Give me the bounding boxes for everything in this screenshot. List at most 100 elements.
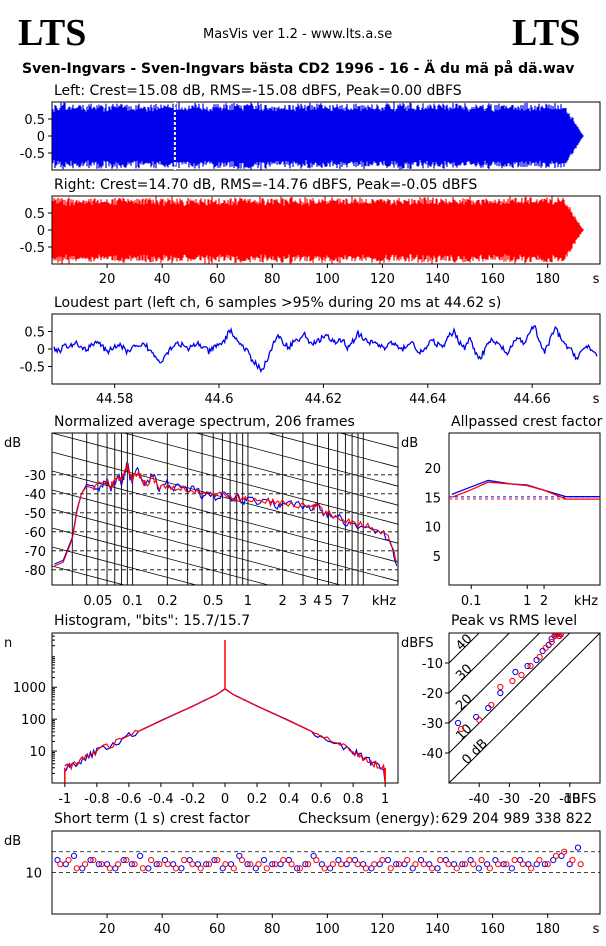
scatter-point-right	[488, 701, 495, 709]
y-tick-label: -10	[422, 657, 443, 672]
x-tick-label: 100	[315, 922, 340, 937]
x-tick-label: -0.2	[180, 792, 205, 807]
crest-point-left	[236, 852, 243, 860]
scatter-point-right	[556, 633, 563, 640]
crest-point-left	[178, 865, 185, 872]
y-tick-label: -30	[422, 717, 443, 732]
y-tick-label: 0.5	[24, 207, 45, 222]
x-tick-label: 2	[540, 594, 548, 609]
scatter-point-right	[509, 677, 516, 685]
crest-point-right	[470, 861, 477, 868]
crest-point-left	[393, 861, 400, 868]
crest-point-left	[335, 856, 342, 864]
x-tick-label: 0.6	[311, 792, 332, 807]
x-unit-label: s	[593, 922, 600, 937]
crest-point-left	[508, 865, 515, 872]
y-tick-label: -0.5	[20, 241, 45, 256]
y-tick-label: 0.5	[24, 326, 45, 341]
x-tick-label: 120	[370, 922, 395, 937]
crest-point-right	[577, 861, 584, 868]
crest-diagonal	[449, 633, 571, 754]
y-axis-label: dB	[401, 436, 418, 451]
y-tick-label: 10	[29, 745, 46, 760]
x-tick-label: 100	[315, 272, 340, 287]
crest-point-right	[181, 856, 188, 864]
scatter-point-left	[454, 719, 462, 727]
crest-point-left	[211, 856, 218, 864]
x-tick-label: 5	[324, 594, 332, 609]
loudest-part-signal	[53, 324, 598, 374]
scatter-point-right	[536, 653, 543, 661]
crest-point-right	[379, 856, 386, 864]
scatter-point-right	[527, 662, 534, 670]
left-waveform-title: Left: Crest=15.08 dB, RMS=-15.08 dBFS, P…	[54, 83, 462, 99]
crest-point-right	[263, 865, 270, 872]
crest-point-left	[260, 856, 268, 864]
crest-point-left	[417, 856, 425, 864]
crest-point-left	[318, 861, 325, 868]
crest-point-left	[161, 856, 169, 864]
x-tick-label: -40	[469, 792, 490, 807]
y-tick-label: 15	[424, 491, 441, 506]
spectrum-slope-line	[52, 546, 198, 585]
scatter-point-left	[473, 713, 480, 721]
spectrum-title: Normalized average spectrum, 206 frames	[54, 414, 355, 430]
x-tick-label: 7	[341, 594, 349, 609]
crest-diagonal	[449, 633, 600, 783]
x-tick-label: 140	[425, 272, 450, 287]
crest-point-left	[293, 865, 301, 872]
crest-point-right	[313, 856, 320, 864]
y-tick-label: -70	[25, 545, 46, 560]
crest-point-right	[503, 861, 510, 868]
x-tick-label: 140	[425, 922, 450, 937]
crest-point-right	[148, 856, 155, 864]
crest-point-right	[519, 861, 526, 868]
x-tick-label: 1	[523, 594, 531, 609]
crest-point-right	[305, 861, 312, 868]
scatter-point-left	[485, 704, 492, 712]
crest-point-right	[230, 865, 237, 872]
crest-point-left	[137, 852, 144, 860]
crest-point-right	[445, 861, 452, 868]
crest-point-right	[214, 856, 221, 864]
crest-point-left	[203, 861, 210, 868]
crest-point-right	[90, 856, 97, 864]
crest-point-right	[371, 861, 378, 868]
logo-left: LTS	[18, 12, 87, 54]
x-tick-label: 180	[535, 922, 560, 937]
x-tick-label: 80	[264, 272, 281, 287]
loudest-part-frame	[51, 313, 601, 385]
y-axis-label: dBFS	[401, 636, 434, 651]
crest-point-right	[404, 856, 411, 864]
scatter-point-right	[557, 633, 564, 638]
spectrum-frame	[51, 432, 399, 586]
scatter-point-left	[524, 662, 531, 670]
crest-point-right	[222, 861, 229, 868]
crest-point-right	[478, 856, 485, 864]
crest-point-left	[492, 856, 499, 864]
y-tick-label: 10	[25, 867, 42, 882]
crest-point-left	[302, 861, 309, 868]
crest-point-right	[288, 861, 295, 868]
y-tick-label: -50	[25, 507, 46, 522]
scatter-point-left	[533, 656, 540, 664]
crest-point-right	[552, 852, 560, 860]
x-tick-label: 0	[221, 792, 229, 807]
spectrum-slope-line	[194, 433, 398, 487]
crest-point-right	[57, 861, 64, 868]
crest-point-left	[483, 861, 491, 868]
x-tick-label: 80	[264, 922, 281, 937]
crest-point-right	[98, 861, 105, 868]
spectrum-slope-line	[266, 433, 398, 468]
spectrum-slope-line	[52, 527, 270, 585]
crest-point-right	[544, 861, 551, 868]
crest-point-left	[128, 861, 135, 868]
crest-point-left	[252, 865, 259, 872]
x-tick-label: 160	[480, 272, 505, 287]
crest-point-right	[387, 865, 394, 872]
crest-point-left	[467, 856, 474, 864]
crest-point-left	[459, 861, 466, 868]
y-tick-label: 0	[37, 224, 45, 239]
x-unit-label: kHz	[372, 594, 396, 609]
